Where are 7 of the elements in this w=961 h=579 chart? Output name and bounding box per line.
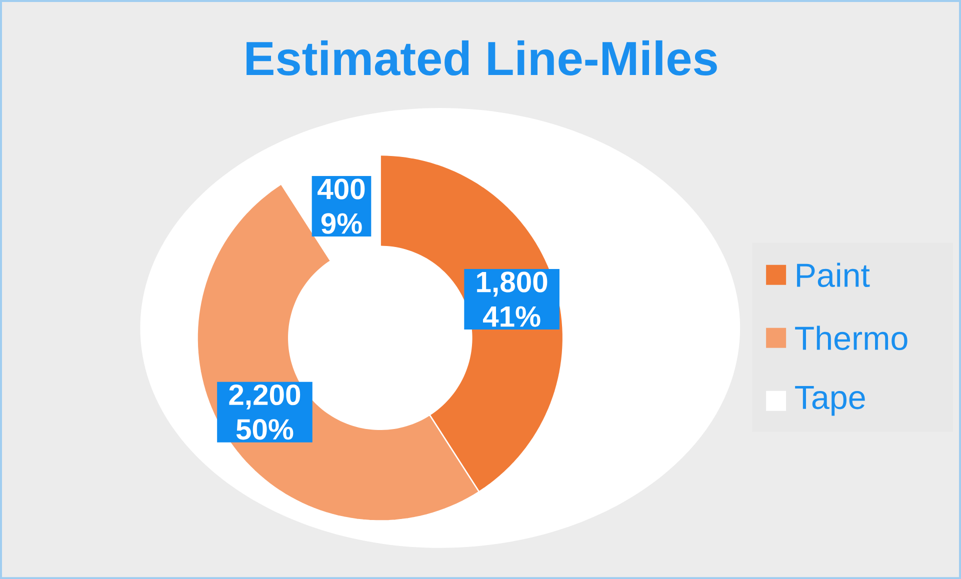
legend-label: Thermo	[795, 326, 908, 350]
chart-title: Estimated Line-Miles	[246, 40, 717, 76]
data-label: 1,800 41%	[477, 272, 548, 327]
data-label: 400 9%	[318, 178, 365, 234]
legend-label: Tape	[795, 386, 865, 416]
data-label: 2,200 50%	[229, 384, 300, 440]
legend-label: Paint	[797, 262, 870, 288]
